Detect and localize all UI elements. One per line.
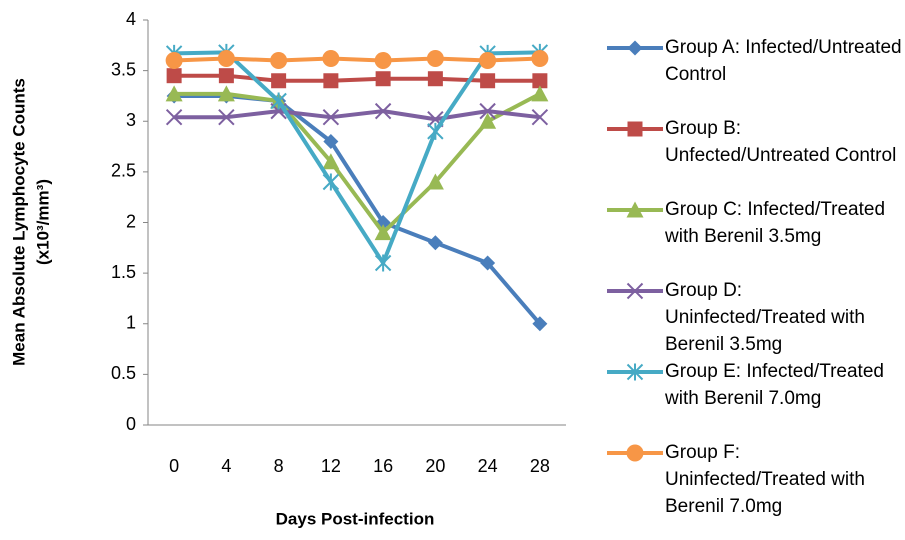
y-tick-label: 4 (126, 9, 136, 29)
marker (166, 68, 182, 84)
marker (626, 363, 644, 381)
marker (218, 68, 234, 84)
legend-swatch (607, 282, 663, 300)
x-tick-label: 24 (478, 456, 498, 476)
y-tick-label: 0.5 (111, 363, 136, 383)
x-tick-label: 4 (221, 456, 231, 476)
marker (165, 85, 183, 102)
legend-label: Group B: Unfected/Untreated Control (665, 118, 897, 166)
marker (322, 173, 340, 191)
marker (626, 282, 644, 300)
marker (427, 122, 444, 140)
marker (626, 444, 644, 462)
marker (426, 49, 444, 67)
marker (531, 85, 549, 102)
marker (217, 85, 235, 102)
legend-swatch (607, 363, 663, 381)
marker (626, 201, 644, 218)
legend-swatch (607, 201, 663, 218)
marker (374, 224, 392, 241)
legend-label: Group C: Infected/Treated with Berenil 3… (665, 199, 886, 247)
legend-label: Group F: Uninfected/Treated with Berenil… (665, 442, 865, 517)
marker (375, 71, 391, 87)
marker (270, 52, 288, 69)
y-tick-label: 1 (126, 313, 136, 333)
series-line (174, 91, 541, 235)
x-tick-label: 0 (169, 456, 179, 476)
legend-label: Group D: Uninfected/Treated with Berenil… (665, 280, 865, 355)
x-tick-label: 20 (425, 456, 445, 476)
marker (532, 73, 548, 89)
marker (627, 121, 643, 137)
y-tick-label: 3 (126, 110, 136, 130)
marker (165, 108, 183, 126)
marker (427, 235, 443, 251)
marker (374, 52, 392, 69)
marker (218, 108, 235, 126)
marker (531, 49, 549, 67)
x-tick-label: 28 (530, 456, 550, 476)
marker (322, 108, 340, 126)
y-tick-label: 2.5 (111, 161, 136, 181)
series-line (174, 56, 540, 63)
marker (165, 52, 183, 69)
marker (322, 153, 340, 170)
legend-swatch (607, 40, 663, 56)
series-line (174, 93, 542, 326)
marker (480, 255, 496, 271)
marker (426, 173, 444, 190)
y-axis-label: Mean Absolute Lymphocyte Counts (9, 78, 28, 366)
marker (270, 92, 287, 110)
y-tick-label: 1.5 (111, 262, 136, 282)
y-axis-label: (x10³/mm³) (33, 179, 52, 265)
legend-swatch (607, 121, 663, 137)
marker (322, 49, 340, 67)
marker (480, 73, 496, 89)
marker (531, 108, 549, 126)
legend-label: Group A: Infected/Untreated Control (665, 37, 902, 85)
marker (271, 73, 287, 89)
marker (323, 134, 339, 149)
legend-swatch (607, 444, 663, 462)
x-tick-label: 12 (321, 456, 341, 476)
marker (323, 73, 339, 89)
y-tick-label: 3.5 (111, 59, 136, 79)
marker (427, 71, 443, 87)
marker (374, 254, 392, 272)
y-tick-label: 2 (126, 211, 136, 231)
legend: Group A: Infected/Untreated Control Group… (605, 0, 905, 540)
x-tick-label: 16 (373, 456, 393, 476)
marker (479, 52, 497, 69)
x-tick-label: 8 (274, 456, 284, 476)
x-axis-label: Days Post-infection (276, 509, 435, 528)
y-tick-label: 0 (126, 414, 136, 434)
marker (374, 102, 392, 120)
marker (479, 102, 496, 120)
marker (627, 40, 643, 56)
marker (217, 49, 235, 67)
series-line (174, 109, 541, 122)
chart: Days Post-infection Mean Absolute Lympho… (9, 9, 566, 528)
series-line (174, 73, 540, 83)
legend-label: Group E: Infected/Treated with Berenil 7… (665, 361, 884, 409)
marker (479, 112, 497, 129)
marker (532, 316, 548, 332)
